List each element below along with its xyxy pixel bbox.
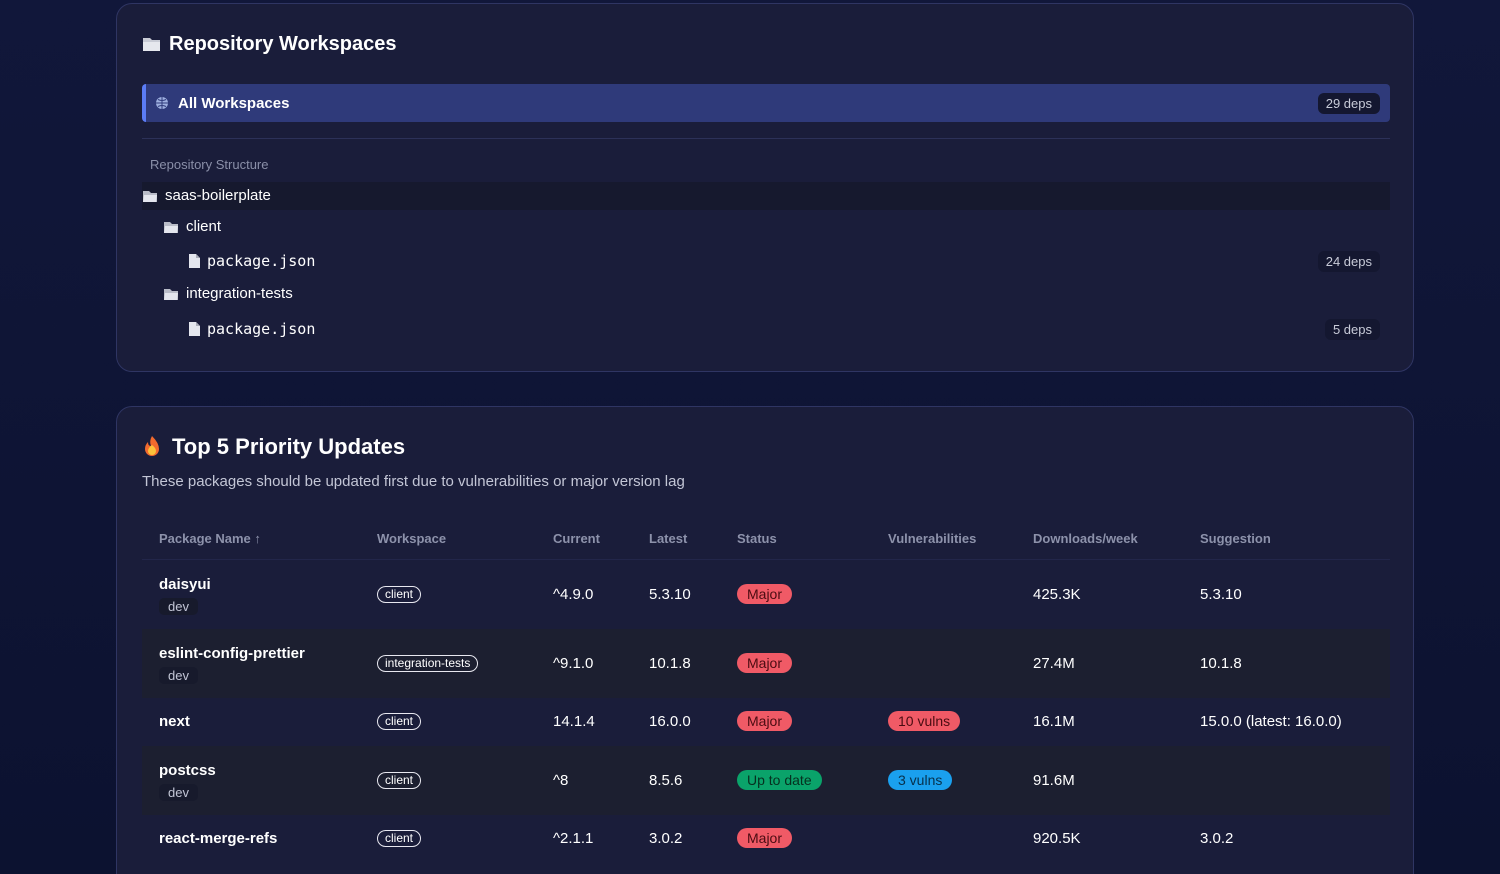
status-badge: Major [737, 711, 793, 731]
section-title: Repository Workspaces [169, 33, 397, 55]
column-header[interactable]: Package Name ↑ [159, 531, 261, 546]
package-name: postcss [159, 762, 216, 779]
current-version: ^2.1.1 [553, 830, 594, 847]
suggestion: 10.1.8 [1200, 654, 1242, 672]
workspaces-card: Repository Workspaces All Workspaces 29 … [116, 3, 1414, 372]
folder-icon [164, 289, 178, 300]
suggestion: 15.0.0 (latest: 16.0.0) [1200, 713, 1342, 730]
table-row: next client 14.1.4 16.0.0 Major 10 vulns 16.1M… [142, 698, 1390, 746]
current-version: ^4.9.0 [553, 585, 594, 603]
tree-item[interactable]: integration-tests [142, 280, 1390, 308]
deps-count: 5 deps [1324, 318, 1380, 340]
dependency-type: dev [159, 598, 198, 615]
suggestion: 3.0.2 [1200, 830, 1234, 847]
suggestion: 5.3.10 [1200, 585, 1242, 603]
table-row: postcss dev client ^8 8.5.6 Up to date 3 vulns… [142, 746, 1390, 815]
tree-item[interactable]: saas-boilerplate [142, 182, 1390, 210]
table-header [142, 517, 1390, 560]
tree-item[interactable]: package.json 5 deps [142, 312, 1390, 346]
file-icon [189, 322, 200, 336]
file-icon [189, 254, 200, 268]
globe-icon [156, 97, 168, 109]
tree-item[interactable]: client [142, 213, 1390, 241]
dependency-type: dev [159, 784, 198, 801]
workspace-badge: client [377, 585, 422, 603]
current-version: ^8 [553, 771, 569, 789]
tree-label: package.json [207, 252, 316, 270]
folder-icon [164, 222, 178, 233]
package-name: next [159, 713, 190, 730]
tree-label: integration-tests [186, 285, 293, 302]
package-name: daisyui [159, 576, 211, 593]
workspace-badge: client [377, 713, 422, 730]
downloads: 16.1M [1033, 713, 1075, 730]
table-row: react-merge-refs client ^2.1.1 3.0.2 Major 92… [142, 815, 1390, 863]
package-name: eslint-config-prettier [159, 645, 305, 662]
vulnerability-badge: 3 vulns [888, 769, 953, 790]
column-header[interactable]: Status [737, 531, 777, 546]
current-version: 14.1.4 [553, 713, 595, 730]
tree-item[interactable]: package.json 24 deps [142, 244, 1390, 278]
package-name: react-merge-refs [159, 830, 278, 847]
current-version: ^9.1.0 [553, 654, 594, 672]
downloads: 91.6M [1033, 771, 1075, 789]
section-subtitle: These packages should be updated first d… [142, 473, 685, 490]
fire-icon [145, 436, 159, 456]
deps-count: 29 deps [1317, 93, 1380, 114]
table-row: eslint-config-prettier dev integration-tes… [142, 629, 1390, 698]
divider [142, 138, 1390, 139]
latest-version: 8.5.6 [649, 771, 683, 789]
all-workspaces-label: All Workspaces [178, 95, 290, 112]
tree-label: client [186, 218, 222, 235]
table-row: daisyui dev client ^4.9.0 5.3.10 Major 425.3K 5… [142, 560, 1390, 629]
latest-version: 16.0.0 [649, 713, 691, 730]
workspace-badge: client [377, 830, 422, 847]
column-header[interactable]: Latest [649, 531, 688, 546]
all-workspaces[interactable]: All Workspaces 29 deps [142, 84, 1390, 122]
column-header[interactable]: Workspace [377, 531, 447, 546]
status-badge: Major [737, 828, 793, 848]
structure-label: Repository Structure [150, 157, 269, 172]
deps-count: 24 deps [1317, 250, 1380, 272]
workspace-badge: integration-tests [377, 654, 479, 672]
downloads: 27.4M [1033, 654, 1075, 672]
status-badge: Major [737, 583, 793, 604]
priority-card: Top 5 Priority Updates These packages sh… [116, 406, 1414, 874]
workspace-badge: client [377, 771, 422, 789]
column-header[interactable]: Current [553, 531, 600, 546]
tree-label: package.json [207, 320, 316, 338]
vulnerability-badge: 10 vulns [888, 711, 961, 731]
downloads: 425.3K [1033, 585, 1081, 603]
column-header[interactable]: Downloads/week [1033, 531, 1138, 546]
latest-version: 5.3.10 [649, 585, 691, 603]
latest-version: 3.0.2 [649, 830, 683, 847]
folder-icon [143, 191, 157, 202]
latest-version: 10.1.8 [649, 654, 691, 672]
downloads: 920.5K [1033, 830, 1081, 847]
tree-label: saas-boilerplate [165, 187, 271, 204]
dependency-type: dev [159, 667, 198, 684]
section-title: Top 5 Priority Updates [172, 434, 406, 459]
status-badge: Major [737, 652, 793, 673]
status-badge: Up to date [737, 769, 822, 790]
priority-table: Package Name ↑ Workspace Current Latest Stat… [142, 517, 1390, 874]
column-header[interactable]: Suggestion [1200, 531, 1271, 546]
folder-icon [143, 38, 160, 51]
column-header[interactable]: Vulnerabilities [888, 531, 977, 546]
